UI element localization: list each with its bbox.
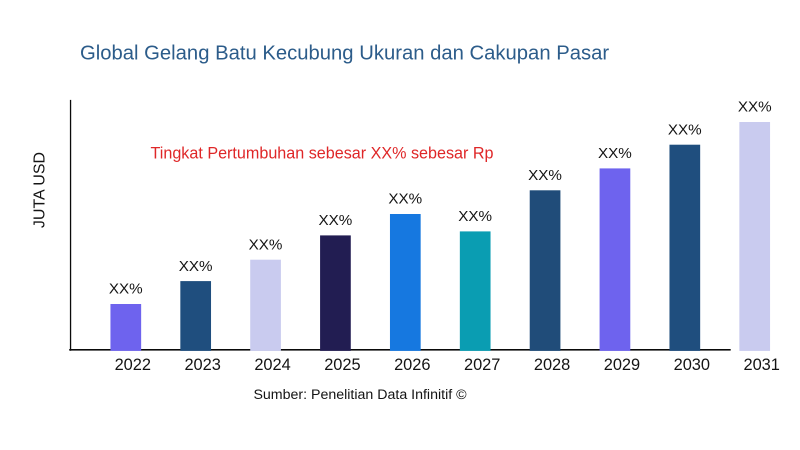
svg-text:JUTA USD: JUTA USD — [32, 152, 49, 228]
svg-text:XX%: XX% — [738, 99, 772, 116]
svg-text:2022: 2022 — [115, 356, 151, 374]
svg-text:Global Gelang Batu Kecubung Uk: Global Gelang Batu Kecubung Ukuran dan C… — [80, 43, 609, 65]
svg-text:XX%: XX% — [528, 167, 562, 184]
svg-text:XX%: XX% — [249, 236, 283, 253]
svg-text:2023: 2023 — [184, 356, 220, 374]
svg-text:XX%: XX% — [179, 258, 213, 275]
svg-text:2026: 2026 — [394, 356, 430, 374]
svg-text:2029: 2029 — [604, 356, 640, 374]
svg-text:2030: 2030 — [674, 356, 710, 374]
svg-text:XX%: XX% — [109, 281, 143, 298]
svg-text:XX%: XX% — [319, 212, 353, 229]
svg-text:Sumber: Penelitian Data Infini: Sumber: Penelitian Data Infinitif © — [253, 387, 467, 403]
svg-text:2024: 2024 — [254, 356, 290, 374]
svg-text:2025: 2025 — [324, 356, 360, 374]
svg-text:XX%: XX% — [598, 145, 632, 162]
svg-text:2028: 2028 — [534, 356, 570, 374]
svg-text:Tingkat Pertumbuhan sebesar XX: Tingkat Pertumbuhan sebesar XX% sebesar … — [151, 144, 494, 162]
svg-text:2027: 2027 — [464, 356, 500, 374]
svg-text:XX%: XX% — [458, 208, 492, 225]
svg-text:XX%: XX% — [388, 191, 422, 208]
svg-text:2031: 2031 — [743, 356, 779, 374]
svg-text:XX%: XX% — [668, 121, 702, 138]
